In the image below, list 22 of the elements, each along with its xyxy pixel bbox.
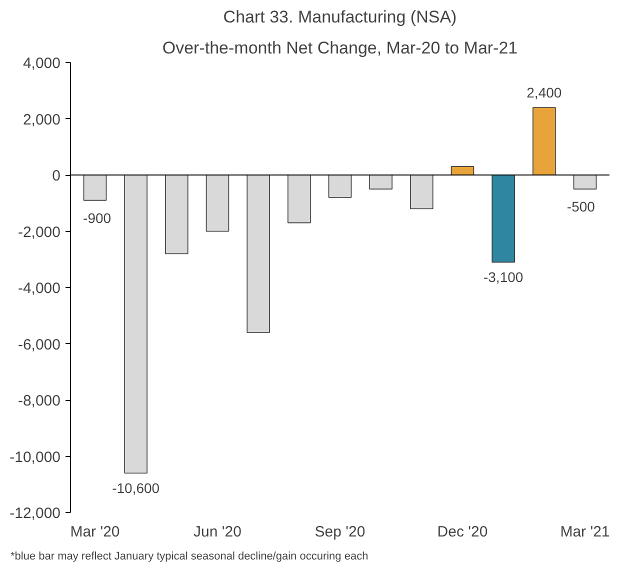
y-tick-label: 0 [52,168,60,184]
y-tick-label: -4,000 [18,280,61,297]
data-label: -3,100 [483,269,524,286]
data-label: -10,600 [112,480,160,496]
data-label: 2,400 [526,84,562,101]
chart-title: Chart 33. Manufacturing (NSA) [223,8,457,26]
data-label: -900 [83,210,112,226]
y-tick-label: -2,000 [18,224,61,241]
y-tick-label: -6,000 [18,336,61,354]
chart-subtitle: Over-the-month Net Change, Mar-20 to Mar-21 [162,38,518,58]
x-tick-label: Dec '20 [437,524,488,540]
x-tick-label: Jun '20 [194,524,242,540]
y-tick-label: -8,000 [18,392,61,410]
x-tick-label: Mar '20 [70,524,120,540]
x-tick-label: Sep '20 [314,524,366,540]
y-tick-label: 2,000 [22,111,61,128]
y-tick-label: 4,000 [22,55,61,72]
text: *blue bar may reflect January typical seasonal decline/gain occuring each [10,550,368,562]
y-tick-label: -10,000 [10,448,60,466]
y-tick-label: -12,000 [10,505,60,522]
data-label: -500 [566,198,596,215]
x-tick-label: Mar '21 [560,524,610,540]
